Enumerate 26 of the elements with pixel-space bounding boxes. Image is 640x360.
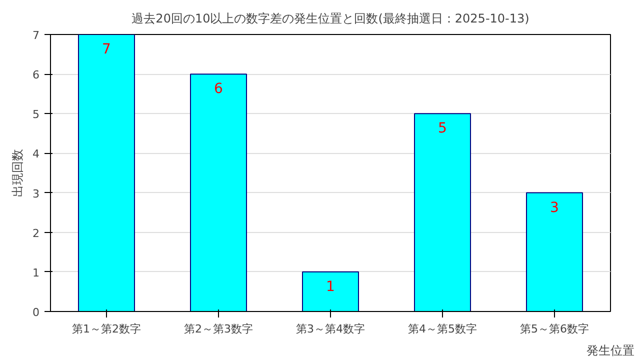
x-tick-label: 第1～第2数字 (72, 322, 141, 336)
bar (190, 74, 247, 312)
bar (526, 192, 583, 312)
chart-title: 過去20回の10以上の数字差の発生位置と回数(最終抽選日：2025-10-13) (132, 12, 530, 26)
x-tick-label: 第5～第6数字 (520, 322, 589, 336)
y-tick-label: 0 (32, 306, 40, 319)
data-label: 7 (102, 42, 111, 58)
bar (302, 271, 359, 312)
x-axis-title: 発生位置 (586, 344, 634, 358)
x-tick-label: 第3～第4数字 (296, 322, 365, 336)
data-label: 5 (438, 120, 447, 137)
y-tick-label: 6 (32, 68, 40, 82)
y-tick-label: 7 (32, 29, 40, 42)
bar (78, 34, 135, 312)
x-tick-label: 第2～第3数字 (184, 322, 253, 336)
x-tick-label: 第4～第5数字 (408, 322, 477, 336)
y-tick-label: 4 (32, 148, 40, 161)
y-tick-label: 2 (32, 226, 40, 240)
y-tick-label: 5 (32, 108, 40, 122)
y-tick-label: 1 (32, 266, 40, 280)
bar (414, 113, 471, 312)
data-label: 1 (326, 278, 335, 295)
data-label: 6 (214, 81, 224, 98)
y-axis-title: 出現回数 (10, 149, 24, 197)
y-tick-label: 3 (32, 187, 40, 200)
data-label: 3 (550, 200, 559, 216)
